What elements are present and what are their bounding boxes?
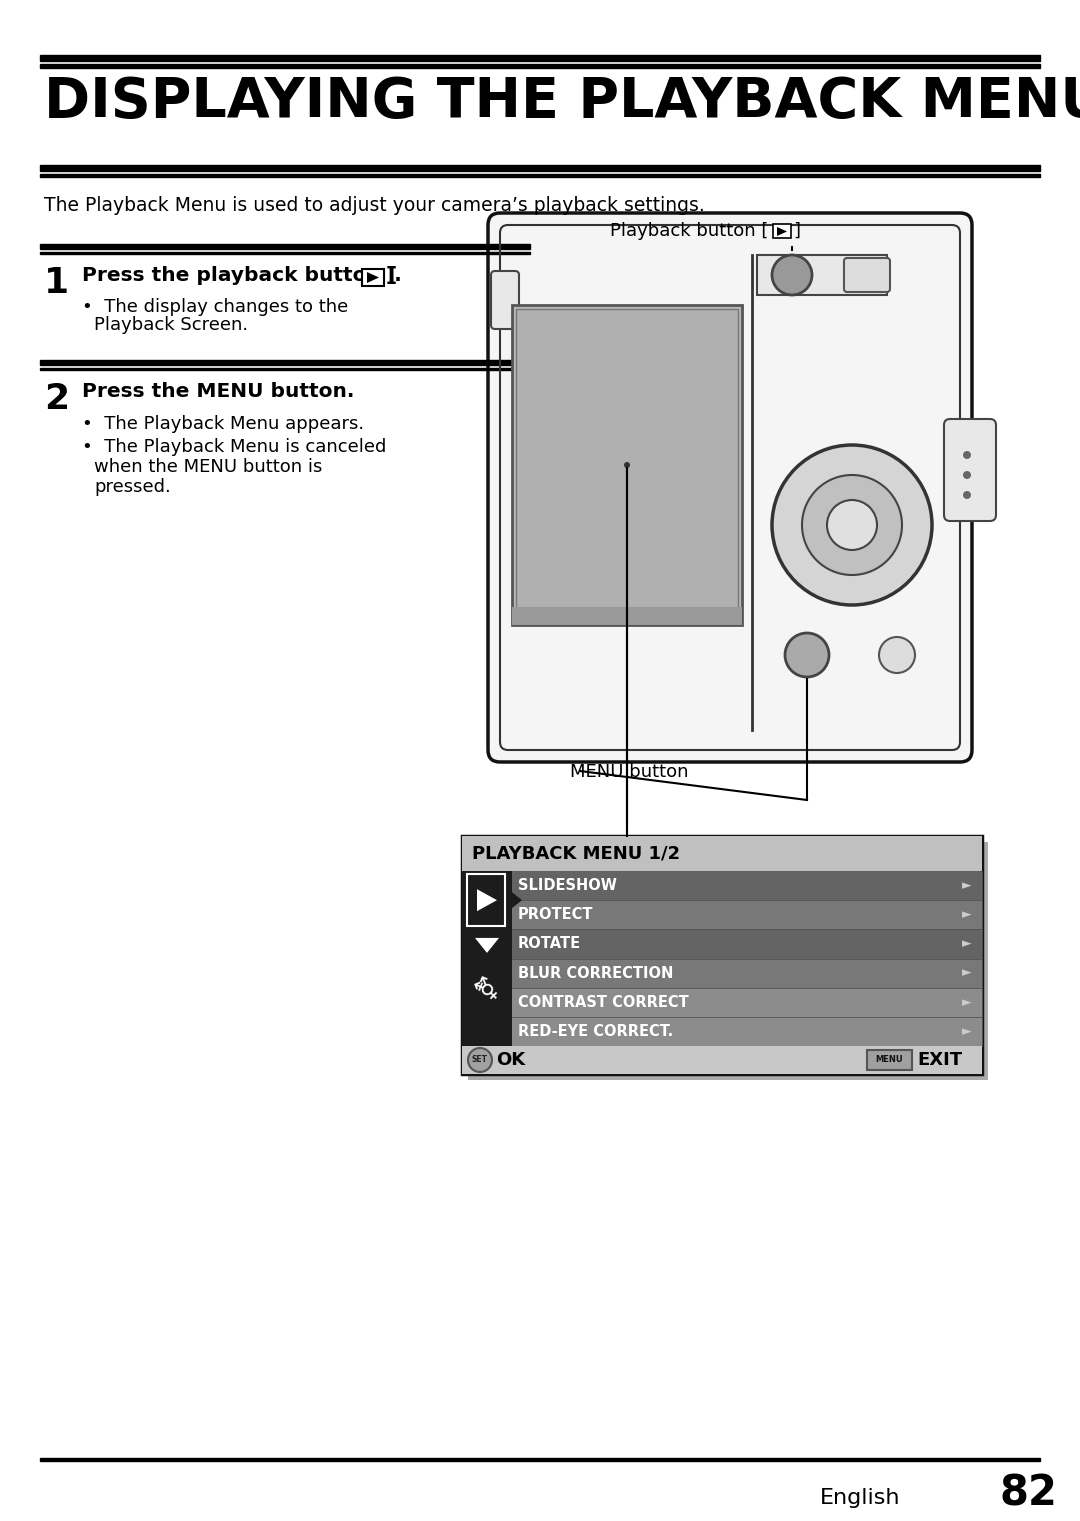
Circle shape <box>772 256 812 295</box>
Bar <box>468 843 988 1080</box>
Bar <box>757 256 887 295</box>
Text: Playback button [: Playback button [ <box>610 222 768 240</box>
Text: ►: ► <box>962 996 972 1008</box>
Text: ►: ► <box>962 879 972 893</box>
Bar <box>40 64 1040 68</box>
Text: ROTATE: ROTATE <box>518 937 581 952</box>
Text: 2: 2 <box>44 382 69 417</box>
Polygon shape <box>367 272 379 283</box>
Bar <box>40 252 530 254</box>
Bar <box>467 875 505 926</box>
Bar <box>40 243 530 249</box>
Text: ►: ► <box>962 966 972 980</box>
Text: Press the playback button [: Press the playback button [ <box>82 266 397 284</box>
Text: The Playback Menu is used to adjust your camera’s playback settings.: The Playback Menu is used to adjust your… <box>44 196 705 214</box>
Bar <box>462 929 982 958</box>
Text: ►: ► <box>962 1025 972 1037</box>
Bar <box>462 872 512 1046</box>
Text: Press the MENU button.: Press the MENU button. <box>82 382 354 402</box>
Bar <box>512 607 742 625</box>
Text: EXIT: EXIT <box>917 1051 962 1069</box>
Bar <box>867 1049 912 1069</box>
Bar <box>462 837 982 872</box>
Text: ]: ] <box>793 222 800 240</box>
Bar <box>462 900 982 929</box>
Polygon shape <box>475 938 499 954</box>
Bar <box>40 55 1040 61</box>
Text: •  The Playback Menu appears.: • The Playback Menu appears. <box>82 415 364 433</box>
Bar <box>362 269 384 286</box>
Bar <box>462 987 982 1018</box>
Circle shape <box>879 637 915 672</box>
Bar <box>462 1046 982 1074</box>
Text: PLAYBACK MENU 1/2: PLAYBACK MENU 1/2 <box>472 844 680 862</box>
FancyBboxPatch shape <box>491 271 519 329</box>
Text: ⚧: ⚧ <box>471 970 503 1004</box>
Text: MENU button: MENU button <box>570 764 689 780</box>
Text: •  The display changes to the: • The display changes to the <box>82 298 348 316</box>
Polygon shape <box>512 893 522 908</box>
Circle shape <box>624 462 630 468</box>
Bar <box>773 224 791 237</box>
Circle shape <box>827 500 877 551</box>
Text: BLUR CORRECTION: BLUR CORRECTION <box>518 966 673 981</box>
FancyBboxPatch shape <box>944 418 996 522</box>
FancyBboxPatch shape <box>843 259 890 292</box>
Circle shape <box>963 472 971 479</box>
Text: ►: ► <box>962 937 972 951</box>
Text: RED-EYE CORRECT.: RED-EYE CORRECT. <box>518 1024 673 1039</box>
Text: ►: ► <box>962 908 972 922</box>
Polygon shape <box>777 227 787 236</box>
Bar <box>40 360 530 365</box>
Text: ].: ]. <box>386 266 403 284</box>
FancyBboxPatch shape <box>488 213 972 762</box>
Text: SET: SET <box>472 1056 488 1065</box>
Circle shape <box>468 1048 492 1072</box>
Bar <box>40 164 1040 170</box>
Text: CONTRAST CORRECT: CONTRAST CORRECT <box>518 995 689 1010</box>
Bar <box>462 958 982 987</box>
Text: English: English <box>820 1488 901 1507</box>
Text: Playback Screen.: Playback Screen. <box>94 316 248 335</box>
Bar <box>40 1459 1040 1462</box>
Circle shape <box>802 475 902 575</box>
Bar <box>462 1018 982 1046</box>
Bar <box>40 368 530 370</box>
Text: 1: 1 <box>44 266 69 300</box>
Polygon shape <box>477 890 497 911</box>
Text: •  The Playback Menu is canceled: • The Playback Menu is canceled <box>82 438 387 456</box>
Text: when the MENU button is: when the MENU button is <box>94 458 322 476</box>
Bar <box>516 309 738 621</box>
Bar <box>40 173 1040 176</box>
Text: DISPLAYING THE PLAYBACK MENU: DISPLAYING THE PLAYBACK MENU <box>44 75 1080 129</box>
Text: PROTECT: PROTECT <box>518 907 594 922</box>
Text: 82: 82 <box>1000 1472 1058 1513</box>
Bar <box>462 837 982 1074</box>
Bar <box>512 306 742 625</box>
Text: pressed.: pressed. <box>94 478 171 496</box>
Circle shape <box>963 452 971 459</box>
Text: SLIDESHOW: SLIDESHOW <box>518 878 617 893</box>
Text: MENU: MENU <box>875 1056 903 1065</box>
Text: OK: OK <box>496 1051 525 1069</box>
Bar <box>462 872 982 900</box>
Circle shape <box>785 633 829 677</box>
Circle shape <box>772 446 932 605</box>
Circle shape <box>963 491 971 499</box>
